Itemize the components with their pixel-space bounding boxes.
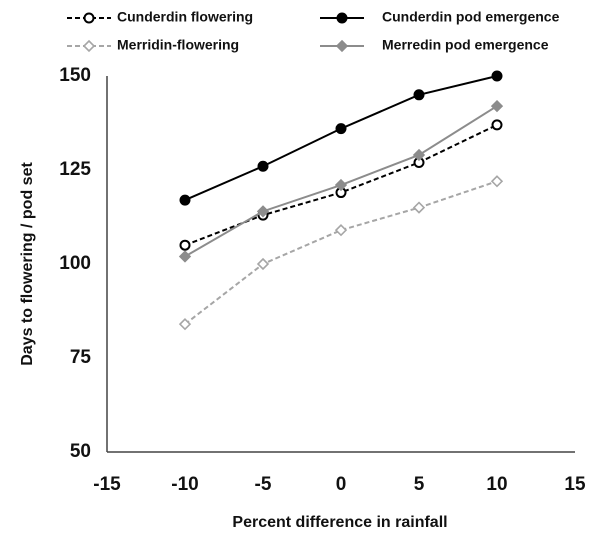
data-point bbox=[490, 175, 504, 188]
legend-label: Merridin-flowering bbox=[117, 37, 239, 53]
x-tick-label: -5 bbox=[255, 474, 272, 495]
legend-label: Cunderdin flowering bbox=[117, 9, 253, 25]
data-point bbox=[334, 224, 348, 237]
x-tick-label: 10 bbox=[486, 474, 507, 495]
series-line bbox=[184, 180, 498, 325]
y-tick-label: 125 bbox=[59, 159, 91, 180]
data-point bbox=[491, 119, 503, 131]
legend-marker bbox=[335, 39, 349, 53]
legend-marker bbox=[82, 39, 96, 53]
legend-marker bbox=[336, 12, 348, 24]
data-point bbox=[256, 257, 270, 271]
legend-marker bbox=[83, 12, 95, 24]
data-point bbox=[179, 194, 191, 206]
data-point bbox=[178, 318, 192, 331]
data-point bbox=[413, 89, 425, 101]
x-tick-label: 0 bbox=[336, 474, 347, 495]
data-point bbox=[256, 205, 270, 218]
x-tick-label: -15 bbox=[93, 474, 121, 495]
data-point bbox=[178, 250, 192, 263]
y-tick-label: 50 bbox=[70, 441, 91, 462]
y-tick-label: 150 bbox=[59, 65, 91, 86]
data-point bbox=[179, 239, 191, 251]
x-tick-label: 5 bbox=[414, 474, 425, 495]
y-axis-title: Days to flowering / pod set bbox=[19, 162, 36, 366]
x-tick-label: 15 bbox=[564, 474, 586, 495]
x-tick-label: -10 bbox=[171, 474, 198, 495]
data-point bbox=[491, 70, 503, 82]
data-point bbox=[334, 178, 348, 192]
data-point bbox=[412, 201, 426, 214]
data-point bbox=[412, 148, 426, 162]
y-tick-label: 75 bbox=[70, 347, 92, 368]
data-point bbox=[257, 160, 269, 172]
legend-label: Merredin pod emergence bbox=[382, 37, 549, 53]
data-point bbox=[335, 123, 347, 135]
y-tick-label: 100 bbox=[59, 253, 91, 274]
x-axis-title: Percent difference in rainfall bbox=[232, 514, 447, 531]
legend-label: Cunderdin pod emergence bbox=[382, 9, 560, 25]
data-point bbox=[490, 99, 504, 113]
